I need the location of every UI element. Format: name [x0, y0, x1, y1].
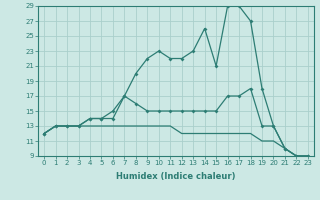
X-axis label: Humidex (Indice chaleur): Humidex (Indice chaleur): [116, 172, 236, 181]
